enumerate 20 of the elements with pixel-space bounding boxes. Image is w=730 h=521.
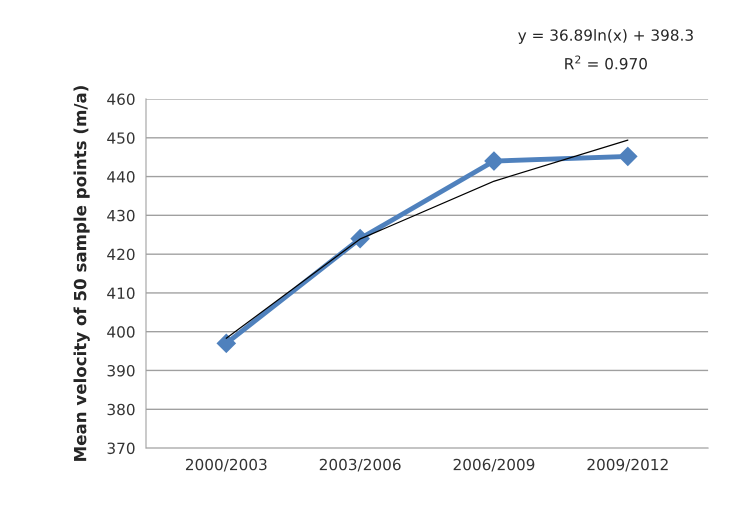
y-tick-label: 380 <box>108 404 135 416</box>
text: y = 36.89ln(x) + 398.3 <box>518 29 693 44</box>
y-tick-label: 420 <box>107 248 135 260</box>
y-axis-title: Mean velocity of 50 sample points (m/a) <box>73 86 90 461</box>
y-tick-label: 370 <box>108 442 135 454</box>
x-tick-label: 2009/2012 <box>587 458 668 472</box>
point <box>216 334 236 353</box>
y-tick-label: 460 <box>107 93 135 106</box>
y-tick-label: 400 <box>107 326 135 338</box>
y-tick-label: 450 <box>107 132 135 144</box>
y-tick-label: 440 <box>107 171 135 183</box>
y-tick-label: 430 <box>107 210 135 222</box>
y-tick-label: 410 <box>107 287 135 299</box>
y-tick-label: 390 <box>108 364 135 377</box>
x-tick-label: 2000/2003 <box>186 458 267 472</box>
x-tick-label: 2003/2006 <box>320 458 401 472</box>
text: R$^{2}$ = 0.970 <box>565 55 647 70</box>
point <box>484 152 504 171</box>
point <box>618 146 638 166</box>
x-tick-label: 2006/2009 <box>454 458 534 472</box>
